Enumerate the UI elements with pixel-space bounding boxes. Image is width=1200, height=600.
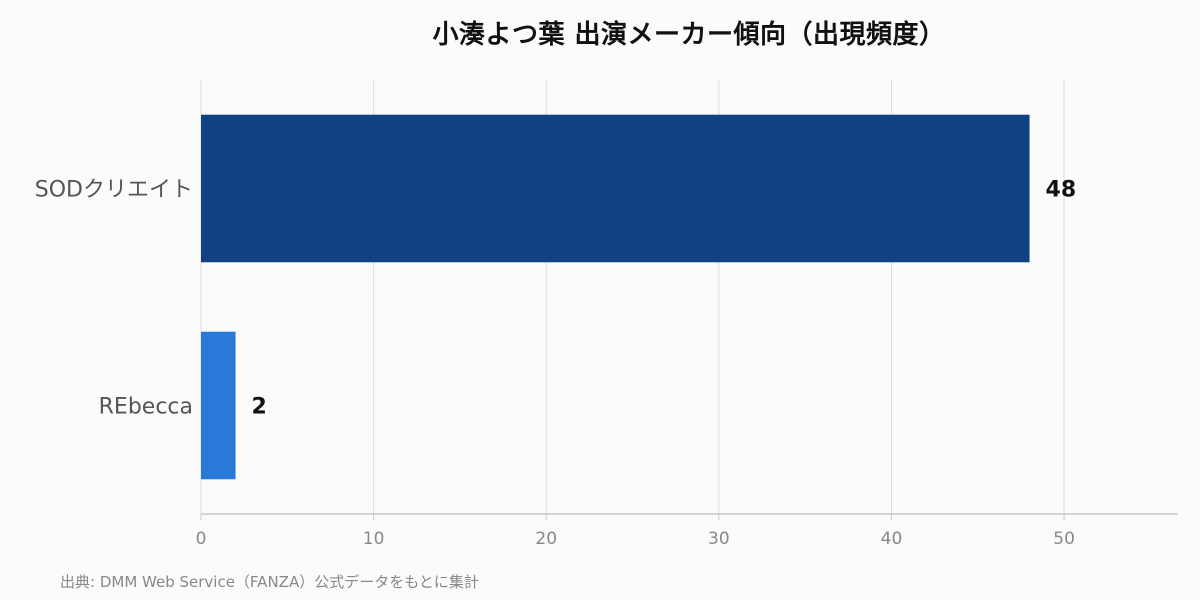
x-tick-label: 10 — [363, 529, 385, 549]
x-tick-label: 0 — [196, 529, 207, 549]
x-tick-label: 50 — [1053, 529, 1075, 549]
category-label: REbecca — [99, 395, 193, 420]
x-tick-label: 30 — [708, 529, 730, 549]
data-label: 48 — [1046, 178, 1077, 203]
category-label: SODクリエイト — [35, 178, 193, 203]
bar — [201, 331, 236, 480]
x-tick-label: 20 — [535, 529, 557, 549]
x-tick-label: 40 — [881, 529, 903, 549]
chart-title: 小湊よつ葉 出演メーカー傾向（出現頻度） — [432, 20, 946, 50]
bar — [201, 114, 1030, 263]
source-note: 出典: DMM Web Service（FANZA）公式データをもとに集計 — [60, 573, 479, 591]
data-label: 2 — [252, 395, 267, 420]
